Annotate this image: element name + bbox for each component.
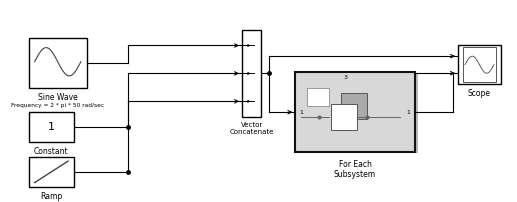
Text: Scope: Scope: [468, 89, 491, 98]
Bar: [341, 93, 367, 119]
Bar: [307, 88, 329, 106]
Bar: [28, 157, 74, 187]
Bar: [242, 30, 261, 117]
Text: Frequency = 2 * pi * 50 rad/sec: Frequency = 2 * pi * 50 rad/sec: [11, 103, 104, 107]
Text: 1: 1: [299, 110, 303, 115]
Text: 3: 3: [343, 75, 347, 80]
Bar: [298, 74, 418, 153]
Text: 1: 1: [48, 122, 55, 132]
Bar: [463, 47, 496, 82]
Bar: [331, 104, 357, 130]
Bar: [28, 38, 87, 88]
Text: Constant: Constant: [34, 147, 69, 156]
Bar: [295, 73, 415, 152]
Text: Vector
Concatenate: Vector Concatenate: [230, 122, 274, 135]
Text: Ramp: Ramp: [40, 192, 63, 201]
Bar: [458, 45, 501, 84]
Text: For Each
Subsystem: For Each Subsystem: [334, 160, 376, 179]
Bar: [28, 112, 74, 142]
Text: Sine Wave: Sine Wave: [38, 93, 78, 102]
Text: 1: 1: [407, 110, 410, 115]
